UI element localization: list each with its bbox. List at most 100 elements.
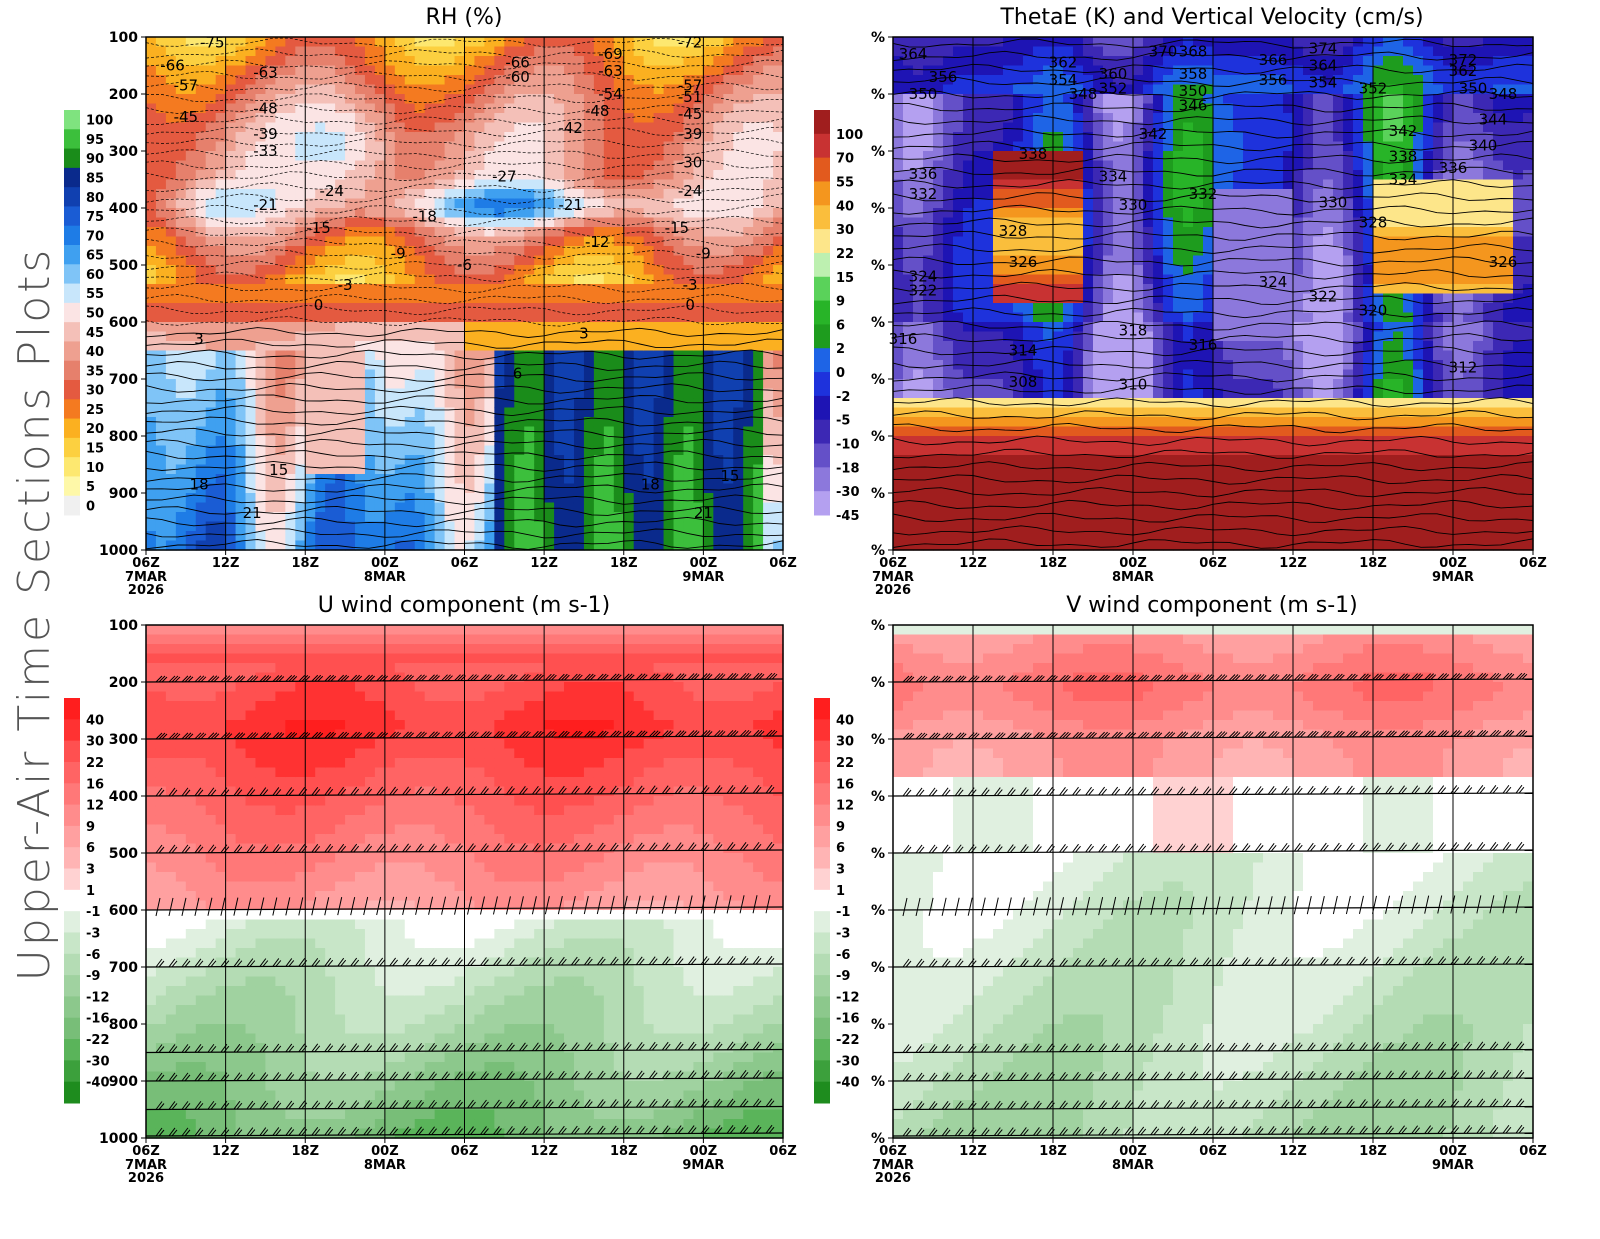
rh-cell	[146, 246, 157, 256]
rh-cell	[743, 522, 754, 532]
rh-cell	[365, 104, 376, 114]
rh-cell	[703, 66, 714, 76]
thetae-cell	[1053, 398, 1064, 408]
rh-cell	[295, 151, 306, 161]
rh-cell	[246, 408, 257, 418]
rh-cell	[216, 484, 227, 494]
rh-cell	[216, 341, 227, 351]
rh-cell	[723, 493, 734, 503]
rh-cell	[405, 408, 416, 418]
rh-cell	[703, 113, 714, 123]
rh-cell	[295, 351, 306, 361]
rh-cell	[395, 189, 406, 199]
rh-cell	[574, 142, 585, 152]
rh-cell	[425, 398, 436, 408]
rh-cell	[674, 199, 685, 209]
thetae-cell	[913, 218, 924, 228]
rh-cell	[455, 151, 466, 161]
rh-cell	[544, 512, 555, 522]
rh-cell	[146, 170, 157, 180]
rh-cell	[494, 313, 505, 323]
rh-cell	[753, 341, 764, 351]
rh-cell	[415, 132, 426, 142]
rh-cell	[504, 256, 515, 266]
rh-cell	[674, 360, 685, 370]
rh-cell	[405, 256, 416, 266]
thetae-cell	[1083, 275, 1094, 285]
rh-cell	[773, 66, 784, 76]
rh-cell	[285, 227, 296, 237]
thetae-cell	[933, 379, 944, 389]
thetae-cell	[963, 104, 974, 114]
rh-cell	[415, 47, 426, 57]
rh-cell	[246, 294, 257, 304]
thetae-cell	[1103, 541, 1114, 551]
rh-cell	[524, 227, 535, 237]
thetae-cell	[1043, 189, 1054, 199]
rh-cell	[703, 313, 714, 323]
rh-cell	[146, 199, 157, 209]
rh-cell	[176, 398, 187, 408]
rh-contour-label: -12	[585, 233, 610, 251]
thetae-cell	[923, 379, 934, 389]
rh-cell	[216, 541, 227, 551]
thetae-cell	[1023, 427, 1034, 437]
rh-cell	[166, 484, 177, 494]
rh-x-tick-label: 12Z	[212, 556, 240, 571]
thetae-cell	[1083, 503, 1094, 513]
rh-cell	[564, 427, 575, 437]
thetae-cell	[1133, 341, 1144, 351]
rh-cell	[345, 541, 356, 551]
rh-cell	[703, 275, 714, 285]
rh-cell	[703, 446, 714, 456]
rh-cell	[226, 503, 237, 513]
rh-cell	[733, 341, 744, 351]
thetae-cell	[1123, 360, 1134, 370]
rh-cell	[693, 522, 704, 532]
rh-cell	[265, 484, 276, 494]
rh-cell	[216, 218, 227, 228]
rh-cell	[445, 503, 456, 513]
rh-cell	[385, 294, 396, 304]
thetae-cell	[903, 66, 914, 76]
rh-cell	[236, 284, 247, 294]
thetae-cell	[1033, 522, 1044, 532]
rh-cell	[395, 313, 406, 323]
thetae-cell	[1113, 455, 1124, 465]
rh-cell	[753, 151, 764, 161]
rh-cell	[604, 151, 615, 161]
rh-cell	[365, 389, 376, 399]
rh-cell	[773, 113, 784, 123]
thetae-cell	[943, 417, 954, 427]
rh-cell	[733, 303, 744, 313]
thetae-cell	[1083, 66, 1094, 76]
thetae-cell	[1103, 370, 1114, 380]
rh-cell	[455, 379, 466, 389]
rh-cell	[674, 56, 685, 66]
thetae-cell	[953, 503, 964, 513]
rh-contour-label: -57	[174, 76, 199, 94]
rh-cell	[763, 199, 774, 209]
rh-cell	[534, 503, 545, 513]
rh-cell	[465, 47, 476, 57]
thetae-cell	[1033, 104, 1044, 114]
rh-cell	[723, 161, 734, 171]
rh-cell	[494, 455, 505, 465]
rh-cell	[753, 75, 764, 85]
rh-cell	[405, 151, 416, 161]
rh-cell	[196, 132, 207, 142]
thetae-cell	[983, 227, 994, 237]
rh-cell	[395, 484, 406, 494]
rh-cell	[743, 379, 754, 389]
thetae-cell	[1053, 208, 1064, 218]
rh-cell	[624, 512, 635, 522]
rh-cell	[285, 85, 296, 95]
thetae-cell	[1113, 398, 1124, 408]
rh-cell	[544, 113, 555, 123]
rh-cell	[693, 142, 704, 152]
rh-cell	[236, 218, 247, 228]
rh-cell	[574, 104, 585, 114]
rh-cell	[335, 427, 346, 437]
rh-cell	[564, 75, 575, 85]
rh-cell	[624, 94, 635, 104]
